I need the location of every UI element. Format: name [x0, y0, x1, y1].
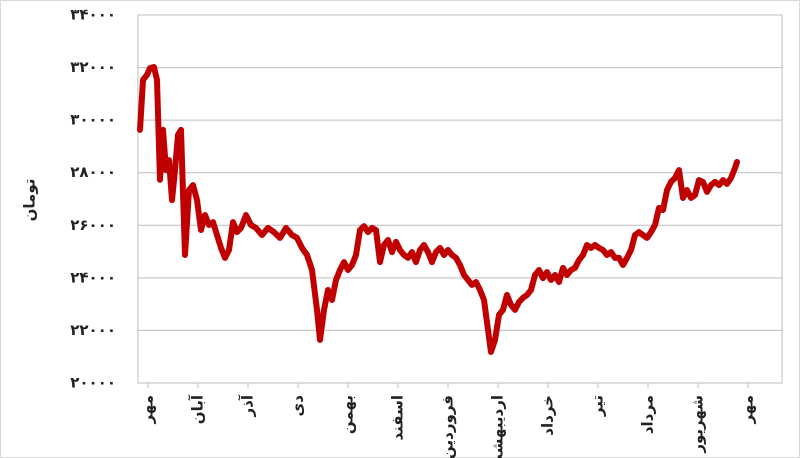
y-tick-label: ۲۶۰۰۰ [70, 216, 116, 234]
x-tick-label: بهمن [339, 395, 357, 434]
y-tick-label: ۲۴۰۰۰ [70, 268, 116, 286]
y-tick-label: ۳۴۰۰۰ [70, 6, 116, 24]
x-tick-label: آذر [239, 394, 257, 417]
y-tick-label: ۳۲۰۰۰ [70, 58, 116, 76]
x-tick-label: آبان [189, 394, 207, 424]
y-tick-label: ۲۲۰۰۰ [70, 321, 116, 339]
y-tick-label: ۳۰۰۰۰ [70, 111, 116, 129]
x-tick-label: تیر [589, 395, 607, 417]
y-tick-label: ۲۸۰۰۰ [70, 163, 116, 181]
x-tick-label: اسفند [389, 395, 407, 440]
x-tick-label: مرداد [639, 395, 657, 434]
x-tick-label: خرداد [539, 395, 557, 436]
plot-area [137, 14, 783, 384]
price-line [137, 64, 740, 355]
y-axis-label: تومان [21, 179, 39, 222]
x-tick-label: فروردین [439, 395, 457, 458]
x-tick-label: مهر [739, 395, 757, 425]
x-tick-label: اردیبهشت [489, 395, 507, 458]
x-tick-label: دی [289, 395, 307, 417]
x-tick-label: شهریور [689, 395, 707, 454]
x-tick-label: مهر [139, 395, 157, 425]
y-tick-label: ۲۰۰۰۰ [70, 374, 116, 392]
